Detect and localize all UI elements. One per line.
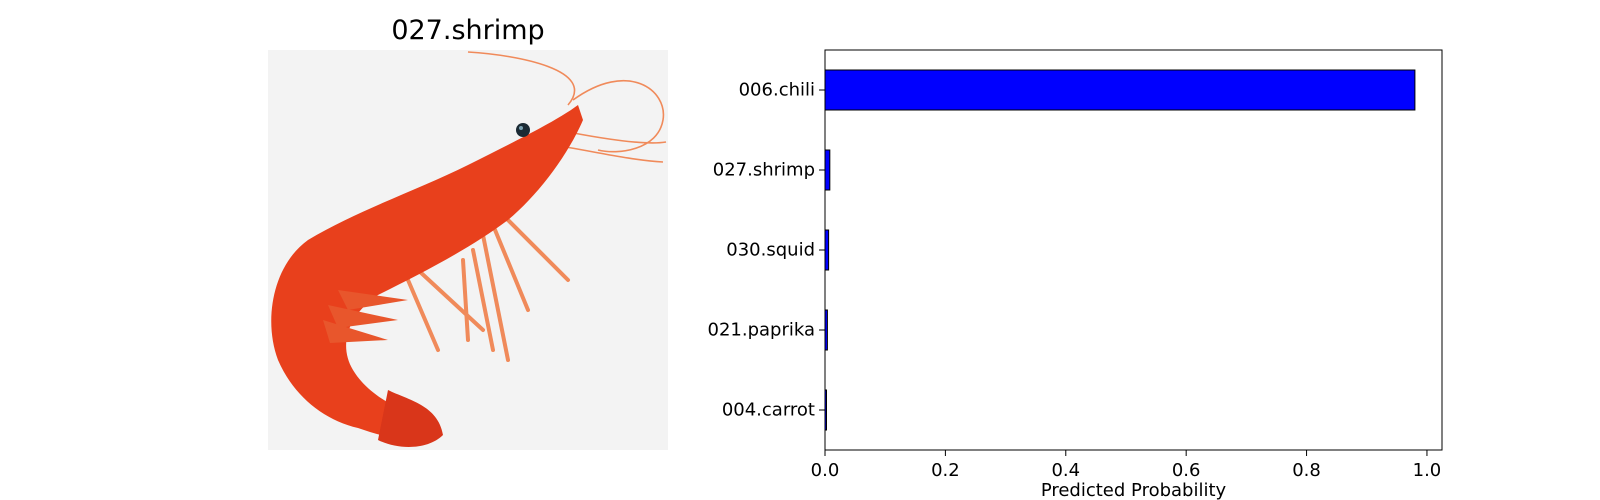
- image-title: 027.shrimp: [391, 15, 545, 46]
- bar-030.squid: [824, 229, 830, 271]
- x-tick-label: 1.0: [1413, 460, 1442, 481]
- y-tick-label: 027.shrimp: [713, 160, 815, 181]
- y-tick-label: 006.chili: [739, 80, 815, 101]
- x-axis-label: Predicted Probability: [1041, 480, 1227, 500]
- x-tick-label: 0.8: [1292, 460, 1321, 481]
- x-tick-label: 0.6: [1172, 460, 1201, 481]
- bar-006.chili: [824, 69, 1416, 111]
- bar-027.shrimp: [824, 149, 831, 191]
- ticks-layer: 006.chili 027.shrimp 030.squid 021.paprika 0…: [708, 80, 1442, 482]
- x-tick-label: 0.4: [1051, 460, 1080, 481]
- input-image-shrimp: [268, 50, 668, 450]
- y-tick-label: 021.paprika: [708, 320, 816, 341]
- y-tick-label: 030.squid: [726, 240, 815, 261]
- x-tick-label: 0.2: [931, 460, 960, 481]
- x-tick-label: 0.0: [811, 460, 840, 481]
- bars-layer: [824, 69, 1416, 431]
- y-tick-label: 004.carrot: [722, 400, 815, 421]
